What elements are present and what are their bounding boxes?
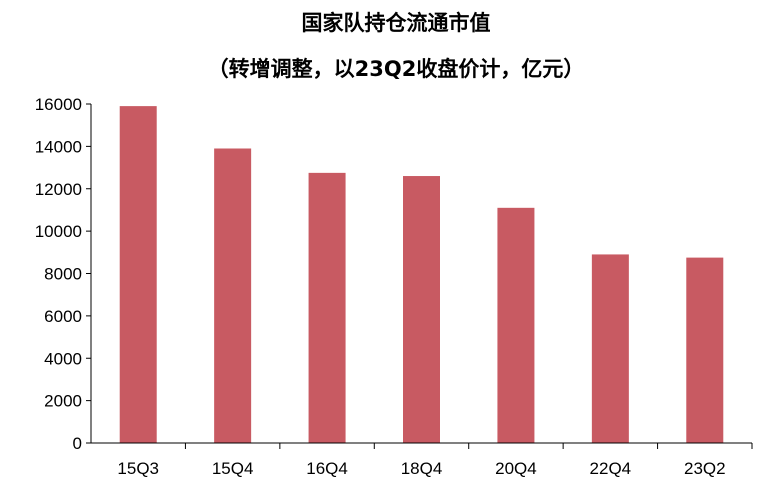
y-axis-ticks: 0 2000 4000 6000 8000 10000 12000 14000 16000 [35,95,91,453]
bar-20Q4 [497,207,535,443]
y-tick-label: 14000 [35,137,82,156]
x-tick-label: 20Q4 [495,459,537,478]
bar-18Q4 [403,176,440,443]
y-tick-label: 12000 [35,180,82,199]
chart-title: 国家队持仓流通市值 [302,11,491,35]
y-tick-label: 4000 [44,349,82,368]
y-tick-label: 0 [73,434,82,453]
x-tick-label: 15Q3 [117,459,159,478]
y-tick-label: 2000 [44,392,82,411]
bar-16Q4 [308,172,346,443]
bar-23Q2 [686,257,724,443]
y-tick-label: 6000 [44,307,82,326]
x-tick-label: 22Q4 [590,459,632,478]
chart-subtitle: （转增调整，以23Q2收盘价计，亿元） [208,57,585,81]
y-tick-label: 16000 [35,95,82,114]
bar-15Q4 [214,148,252,443]
x-axis-ticks: 15Q3 15Q4 16Q4 18Q4 20Q4 22Q4 23Q2 [117,443,753,478]
bar-22Q4 [591,254,629,443]
x-tick-label: 15Q4 [212,459,254,478]
y-tick-label: 8000 [44,265,82,284]
bars [119,106,724,444]
x-tick-label: 16Q4 [306,459,348,478]
bar-15Q3 [119,106,157,444]
x-tick-label: 23Q2 [684,459,726,478]
y-tick-label: 10000 [35,222,82,241]
x-tick-label: 18Q4 [401,459,443,478]
